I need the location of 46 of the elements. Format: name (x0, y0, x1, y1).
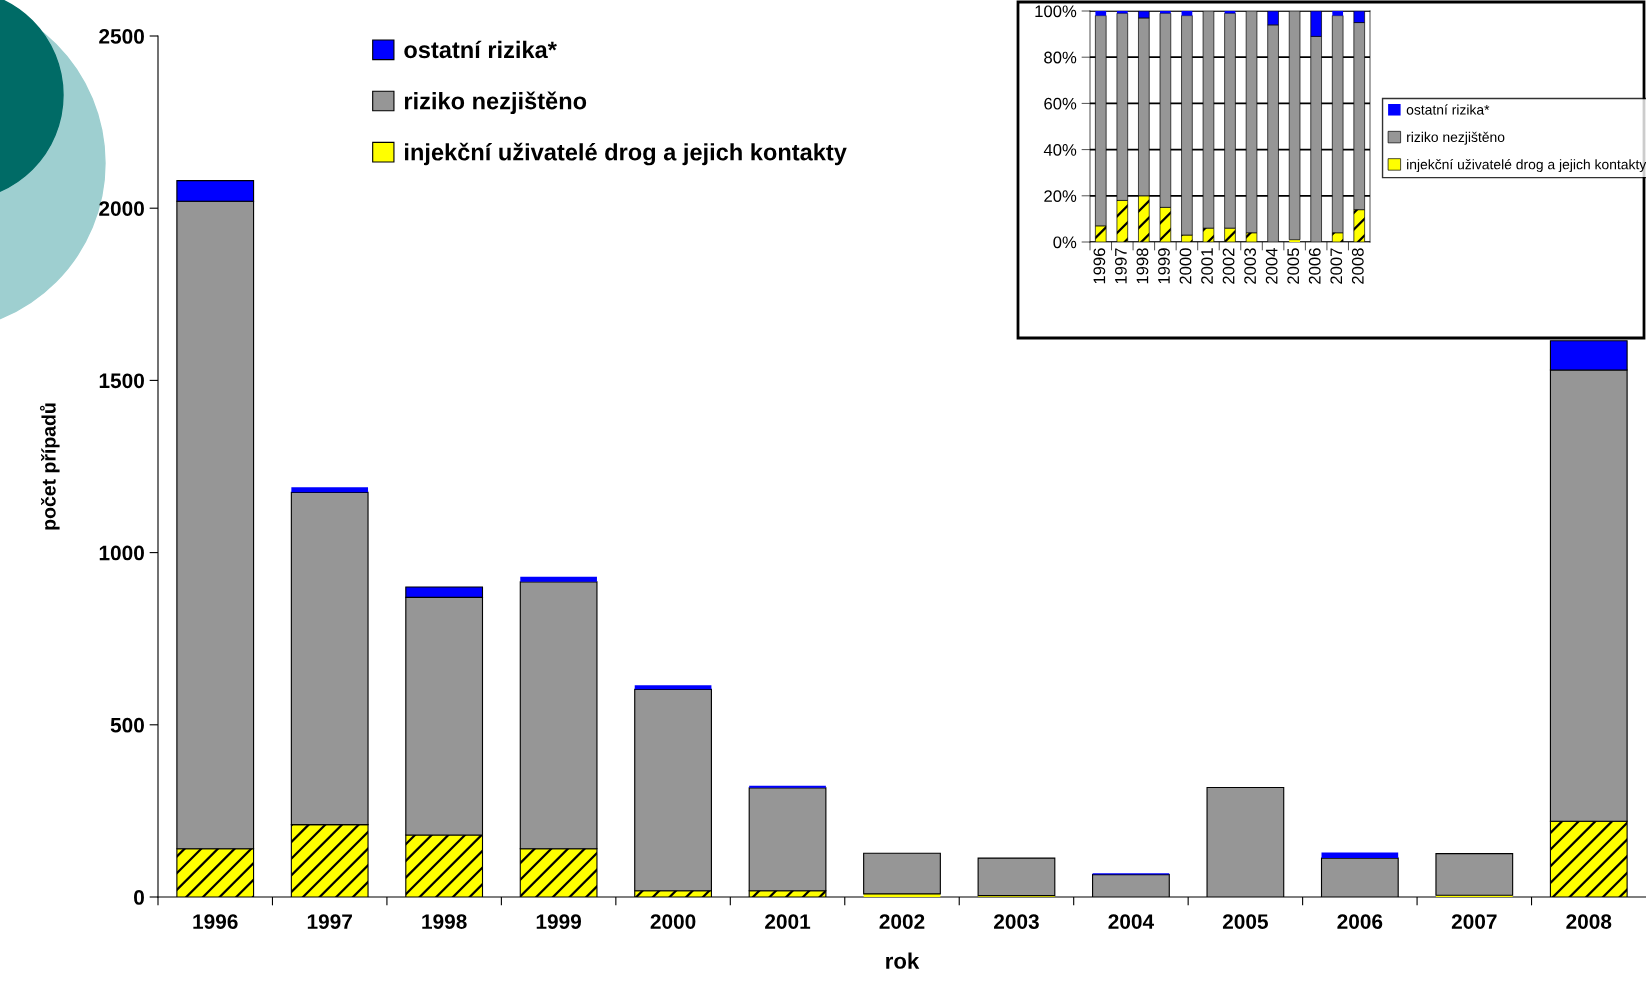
y-tick-label: 0 (134, 890, 144, 905)
x-tick-label: 1997 (1114, 248, 1127, 284)
x-tick-label: 2003 (1244, 248, 1257, 284)
legend-label: ostatní rizika* (1406, 104, 1490, 115)
x-tick-label: 2006 (1308, 248, 1321, 284)
x-tick-label: 1999 (536, 914, 582, 929)
x-tick-label: 1998 (422, 914, 467, 929)
y-tick-label: 100% (1035, 5, 1077, 18)
y-tick-label: 20% (1044, 190, 1077, 202)
x-tick-label: 2003 (994, 914, 1039, 929)
y-tick-label: 0% (1053, 236, 1077, 249)
x-tick-label: 2000 (650, 914, 696, 929)
x-tick-label: 1998 (1136, 248, 1149, 284)
y-tick-label: 500 (110, 717, 144, 733)
x-tick-label: 1996 (1093, 248, 1106, 284)
x-axis-title: rok (886, 952, 920, 969)
x-tick-label: 2005 (1287, 248, 1300, 284)
x-tick-label: 1999 (1158, 248, 1170, 284)
y-tick-label: 60% (1044, 97, 1077, 110)
x-tick-label: 2004 (1108, 914, 1154, 929)
x-tick-label: 2005 (1222, 914, 1268, 929)
y-tick-label: 1500 (99, 373, 144, 389)
y-tick-label: 2500 (99, 29, 144, 44)
x-tick-label: 2008 (1566, 914, 1612, 929)
x-tick-label: 2002 (879, 914, 925, 929)
x-tick-label: 2001 (765, 914, 811, 929)
legend-label: riziko nezjištěno (404, 91, 587, 115)
x-tick-label: 2004 (1265, 248, 1278, 284)
y-axis-title: počet případů (39, 403, 60, 530)
x-tick-label: 2008 (1351, 248, 1364, 284)
x-tick-label: 2002 (1222, 248, 1235, 284)
y-tick-label: 40% (1043, 144, 1077, 156)
x-tick-label: 1996 (193, 914, 238, 929)
x-tick-label: 2000 (1179, 248, 1192, 284)
x-tick-label: 2001 (1201, 248, 1213, 284)
x-tick-label: 2007 (1330, 248, 1343, 284)
y-tick-label: 1000 (99, 545, 144, 561)
legend-label: injekční uživatelé drog a jejich kontakty (1407, 158, 1646, 173)
legend-label: ostatní rizika* (404, 40, 557, 59)
legend-label: riziko nezjištěno (1407, 131, 1505, 145)
x-tick-label: 2006 (1337, 914, 1383, 929)
y-tick-label: 80% (1044, 51, 1077, 64)
x-tick-label: 1997 (307, 914, 352, 929)
y-tick-label: 2000 (99, 201, 144, 216)
legend-label: injekční uživatelé drog a jejich kontakty (405, 142, 847, 166)
x-tick-label: 2007 (1451, 914, 1497, 929)
